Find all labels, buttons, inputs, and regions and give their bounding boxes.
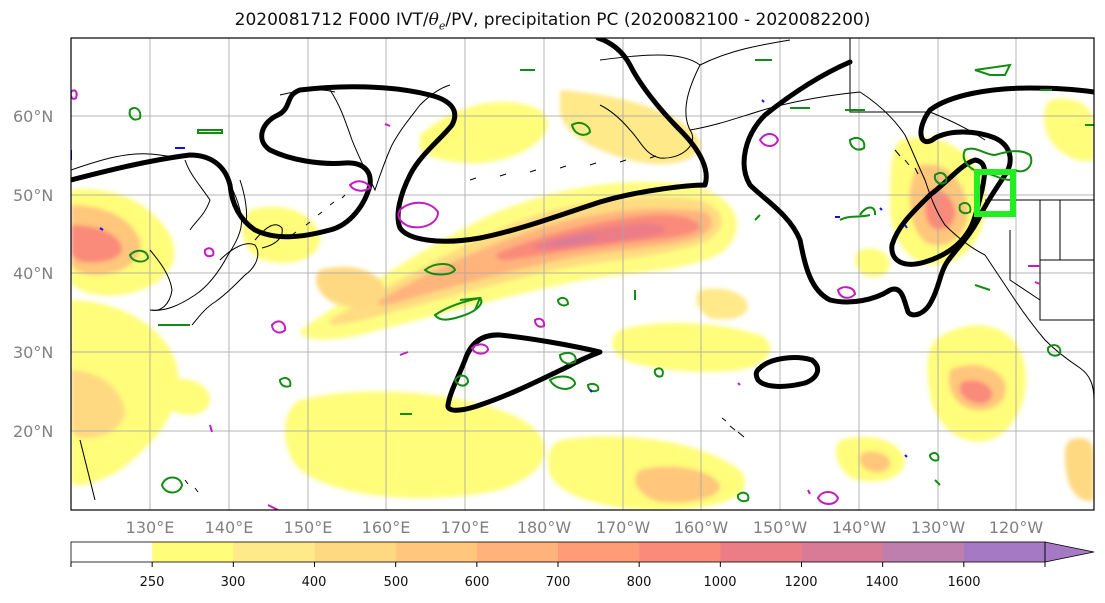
cb-label-250: 250 [140, 575, 165, 590]
ivt-patch-3 [854, 248, 890, 278]
colorbar-segment [71, 542, 153, 562]
colorbar-segment [639, 542, 721, 562]
ivt-north-4 [316, 266, 385, 307]
cb-label-400: 400 [302, 575, 327, 590]
coastlines [71, 39, 1094, 501]
colorbar-segment [882, 542, 965, 562]
graticule [71, 38, 1094, 510]
lat-label-50: 50°N [13, 186, 53, 205]
pv-contours [71, 38, 1094, 413]
ivt-trop-3b [635, 466, 721, 503]
cb-label-600: 600 [465, 575, 490, 590]
pv-contour-main [71, 38, 709, 244]
ivt-fareast-1 [1044, 98, 1094, 162]
highlight-box [974, 169, 1016, 217]
ivt-fill-layer [71, 90, 1094, 510]
colorbar-segment [801, 542, 884, 562]
ivt-north-1 [420, 102, 548, 164]
pv-contour-small-loop [753, 355, 821, 389]
theta-magenta-contours [71, 89, 1041, 510]
lon-labels: 130°E 140°E 150°E 160°E 170°E 180°W 170°… [126, 518, 1044, 537]
cb-label-1000: 1000 [703, 575, 736, 590]
ivt-trop-1b [71, 370, 125, 439]
cb-label-800: 800 [627, 575, 652, 590]
cb-label-300: 300 [221, 575, 246, 590]
ivt-east-core [959, 380, 993, 404]
lat-label-30: 30°N [13, 343, 53, 362]
cb-label-700: 700 [546, 575, 571, 590]
lat-labels: 60°N 50°N 40°N 30°N 20°N [13, 107, 53, 441]
lon-label-120w: 120°W [989, 518, 1044, 537]
lat-label-40: 40°N [13, 264, 53, 283]
colorbar-segment [152, 542, 234, 562]
cb-label-1200: 1200 [784, 575, 817, 590]
lon-label-170e: 170°E [441, 518, 490, 537]
map-border [70, 37, 1095, 511]
cb-label-1400: 1400 [865, 575, 898, 590]
pv-contour-pnw-loop [889, 157, 988, 267]
colorbar-segment [476, 542, 559, 562]
colorbar-ticks [70, 562, 1046, 567]
lon-label-180w: 180°W [517, 518, 572, 537]
lon-label-150w: 150°W [753, 518, 808, 537]
colorbar-segment [314, 542, 397, 562]
colorbar-segment [720, 542, 802, 562]
colorbar-segment [395, 542, 478, 562]
blue-contours [71, 99, 908, 458]
lat-label-20: 20°N [13, 422, 53, 441]
cb-label-500: 500 [384, 575, 409, 590]
pv-contour-south-loop [445, 332, 603, 413]
lon-label-130e: 130°E [126, 518, 175, 537]
ivt-trop-1 [71, 300, 179, 486]
colorbar-segment [963, 542, 1046, 562]
map-title: 2020081712 F000 IVT/θe/PV, precipitation… [234, 10, 871, 33]
lon-label-170w: 170°W [596, 518, 651, 537]
borders [849, 38, 1094, 321]
colorbar: 250 300 400 500 600 700 800 1000 1200 14… [70, 541, 1095, 590]
colorbar-segment [558, 542, 640, 562]
lon-label-130w: 130°W [911, 518, 966, 537]
ivt-trop-4 [612, 322, 771, 372]
ivt-patch-2 [696, 288, 748, 320]
colorbar-segments [71, 542, 1046, 562]
ivt-pnw-core [925, 189, 955, 230]
colorbar-segment [233, 542, 315, 562]
lat-label-60: 60°N [13, 107, 53, 126]
lon-label-140e: 140°E [205, 518, 254, 537]
ivt-patch-1 [165, 378, 210, 415]
lon-label-160e: 160°E [362, 518, 411, 537]
ivt-asia-core [71, 225, 122, 263]
ivt-trop-2 [285, 391, 545, 499]
colorbar-labels: 250 300 400 500 600 700 800 1000 1200 14… [140, 575, 981, 590]
theta-green-contours [128, 59, 1094, 503]
lon-label-140w: 140°W [832, 518, 887, 537]
colorbar-extend-arrow [1044, 541, 1095, 563]
cb-label-1600: 1600 [947, 575, 980, 590]
ivt-north-2 [560, 90, 701, 164]
pv-contour-center-ridge [741, 59, 1094, 318]
lon-label-160w: 160°W [674, 518, 729, 537]
lon-label-150e: 150°E [284, 518, 333, 537]
ivt-band-max [545, 235, 597, 246]
ivt-trop-5b [859, 451, 891, 473]
ivt-fareast-2 [1064, 438, 1094, 501]
